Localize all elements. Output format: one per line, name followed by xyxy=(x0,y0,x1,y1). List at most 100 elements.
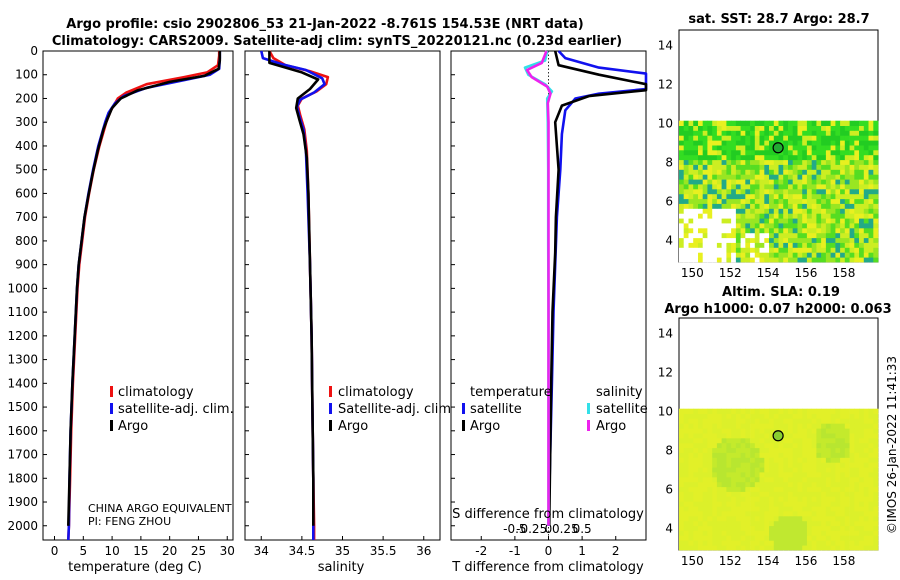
heatmap-cell xyxy=(679,174,685,180)
heatmap-cell xyxy=(792,252,798,258)
heatmap-cell xyxy=(683,154,689,161)
heatmap-cell xyxy=(721,218,727,224)
heatmap-cell xyxy=(854,433,860,439)
heatmap-cell xyxy=(840,184,846,190)
heatmap-cell xyxy=(707,481,713,488)
heatmap-cell xyxy=(844,486,850,492)
heatmap-cell xyxy=(702,511,708,517)
heatmap-cell xyxy=(797,467,803,473)
heatmap-cell xyxy=(698,159,704,165)
heatmap-cell xyxy=(726,506,732,512)
heatmap-cell xyxy=(868,413,874,419)
heatmap-cell xyxy=(712,418,718,424)
heatmap-cell xyxy=(778,257,784,263)
heatmap-cell xyxy=(688,457,694,463)
heatmap-cell xyxy=(754,496,760,502)
heatmap-cell xyxy=(816,193,822,200)
heatmap-cell xyxy=(679,506,685,512)
legend-sal-argo: Argo xyxy=(338,419,368,434)
heatmap-cell xyxy=(835,540,841,546)
heatmap-cell xyxy=(726,247,732,253)
heatmap-cell xyxy=(773,232,779,239)
heatmap-cell xyxy=(854,520,860,527)
heatmap-cell xyxy=(783,188,789,195)
heatmap-cell xyxy=(735,428,741,434)
heatmap-cell xyxy=(835,203,841,209)
heatmap-cell xyxy=(740,520,746,527)
heatmap-cell xyxy=(693,467,699,473)
heatmap-cell xyxy=(830,120,836,126)
heatmap-cell xyxy=(764,184,770,190)
heatmap-cell xyxy=(825,540,831,546)
heatmap-cell xyxy=(773,184,779,190)
heatmap-cell xyxy=(764,179,770,185)
heatmap-cell xyxy=(797,159,803,165)
heatmap-cell xyxy=(835,447,841,453)
heatmap-cell xyxy=(773,506,779,512)
heatmap-cell xyxy=(821,213,827,219)
heatmap-cell xyxy=(731,545,737,551)
heatmap-cell xyxy=(754,501,760,507)
heatmap-cell xyxy=(726,184,732,190)
heatmap-cell xyxy=(868,179,874,185)
heatmap-cell xyxy=(679,247,685,253)
heatmap-cell xyxy=(712,179,718,185)
heatmap-cell xyxy=(750,496,756,502)
heatmap-cell xyxy=(863,418,869,424)
heatmap-cell xyxy=(811,481,817,488)
heatmap-cell xyxy=(731,130,737,136)
heatmap-cell xyxy=(679,540,685,546)
heatmap-cell xyxy=(868,433,874,439)
heatmap-cell xyxy=(702,535,708,541)
heatmap-cell xyxy=(859,506,865,512)
heatmap-cell xyxy=(797,423,803,429)
heatmap-cell xyxy=(716,486,722,492)
heatmap-cell xyxy=(759,506,765,512)
heatmap-cell xyxy=(773,130,779,136)
heatmap-cell xyxy=(859,423,865,429)
heatmap-cell xyxy=(778,159,784,165)
heatmap-cell xyxy=(844,472,850,478)
heatmap-cell xyxy=(821,540,827,546)
heatmap-cell xyxy=(683,442,689,449)
heatmap-cell xyxy=(873,433,879,439)
heatmap-cell xyxy=(783,486,789,492)
heatmap-cell xyxy=(679,257,685,263)
heatmap-cell xyxy=(844,457,850,463)
heatmap-cell xyxy=(863,428,869,434)
heatmap-cell xyxy=(679,169,685,175)
heatmap-cell xyxy=(840,491,846,497)
heatmap-cell xyxy=(688,120,694,126)
heatmap-cell xyxy=(792,467,798,473)
heatmap-cell xyxy=(679,423,685,429)
heatmap-cell xyxy=(726,223,732,229)
float-position-marker-2 xyxy=(772,430,784,442)
heatmap-cell xyxy=(764,169,770,175)
heatmap-cell xyxy=(679,179,685,185)
heatmap-cell xyxy=(868,149,874,156)
heatmap-cell xyxy=(792,227,798,234)
heatmap-cell xyxy=(849,227,855,234)
heatmap-cell xyxy=(788,525,794,531)
heatmap-cell xyxy=(754,418,760,424)
heatmap-cell xyxy=(806,520,812,527)
heatmap-cell xyxy=(759,198,765,204)
heatmap-cell xyxy=(868,506,874,512)
heatmap-cell xyxy=(683,447,689,453)
heatmap-cell xyxy=(721,159,727,165)
heatmap-cell xyxy=(716,130,722,136)
heatmap-cell xyxy=(835,213,841,219)
heatmap-cell xyxy=(868,145,874,151)
heatmap-cell xyxy=(816,198,822,204)
heatmap-cell xyxy=(835,154,841,161)
heatmap-cell xyxy=(769,135,775,141)
heatmap-cell xyxy=(835,545,841,551)
heatmap-cell xyxy=(740,227,746,234)
heatmap-cell xyxy=(679,491,685,497)
heatmap-cell xyxy=(745,135,751,141)
heatmap-cell xyxy=(873,511,879,517)
heatmap-cell xyxy=(868,242,874,248)
heatmap-cell xyxy=(750,232,756,239)
heatmap-cell xyxy=(844,188,850,195)
heatmap-cell xyxy=(773,193,779,200)
